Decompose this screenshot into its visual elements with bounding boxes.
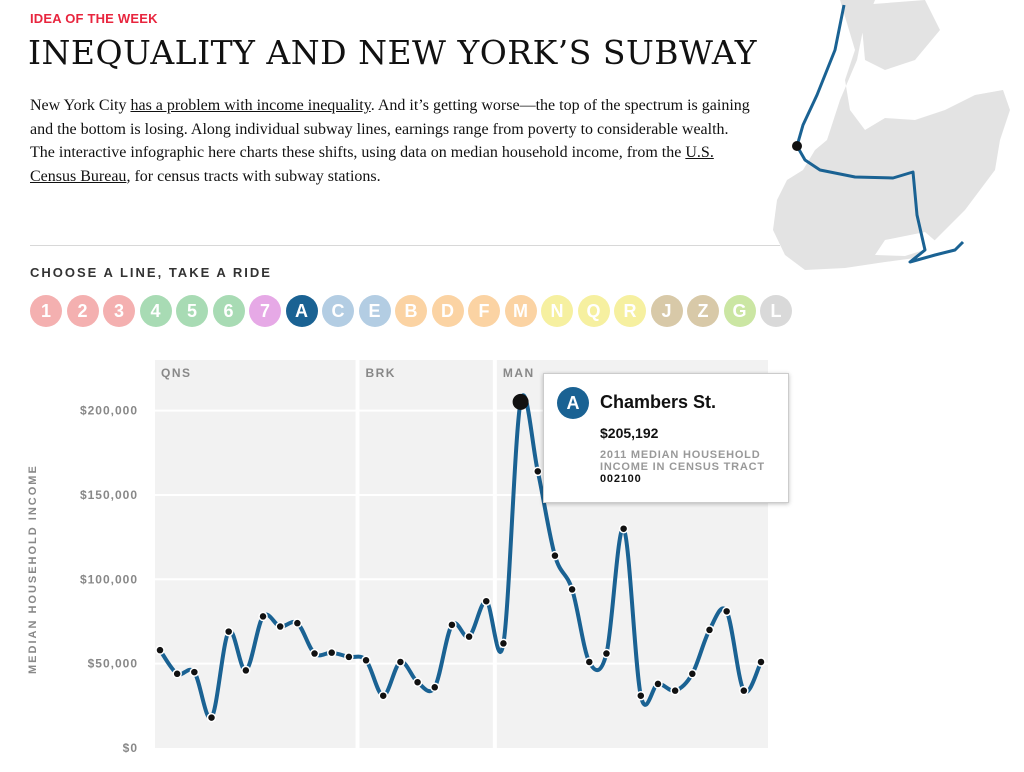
borough-label-brk: BRK (365, 366, 396, 380)
station-point (687, 669, 698, 679)
line-button-r[interactable]: R (614, 295, 646, 327)
station-point (721, 606, 732, 617)
y-tick-label: $0 (123, 741, 138, 755)
borough-label-qns: QNS (161, 366, 192, 380)
line-button-f[interactable]: F (468, 295, 500, 327)
tooltip-desc-text: 2011 MEDIAN HOUSEHOLD INCOME IN CENSUS T… (600, 449, 765, 473)
station-point (326, 647, 337, 658)
station-point (447, 620, 457, 630)
station-point (550, 550, 560, 561)
line-chooser-label: CHOOSE A LINE, TAKE A RIDE (30, 265, 272, 280)
station-point (344, 652, 354, 662)
line-button-l[interactable]: L (760, 295, 792, 327)
station-point (636, 690, 646, 701)
intro-text-2: . And it’s getting worse—the top of the … (30, 97, 750, 161)
line-button-q[interactable]: Q (577, 295, 610, 327)
line-button-m[interactable]: M (504, 295, 537, 327)
line-button-7[interactable]: 7 (249, 295, 281, 327)
line-button-a[interactable]: A (285, 295, 318, 327)
tooltip-income-value: $205,192 (600, 425, 659, 441)
station-point (172, 669, 182, 679)
map-chambers-st-marker (792, 141, 802, 151)
line-button-3[interactable]: 3 (103, 295, 135, 327)
map-bronx (860, 0, 940, 70)
line-button-d[interactable]: D (431, 295, 464, 327)
line-button-4[interactable]: 4 (139, 295, 172, 327)
y-tick-label: $100,000 (80, 572, 138, 586)
station-point (533, 466, 543, 477)
station-tooltip: A Chambers St. $205,192 2011 MEDIAN HOUS… (543, 373, 789, 503)
census-bureau-link[interactable]: U.S. Census Bureau (30, 144, 714, 185)
highlight-station-point (512, 393, 529, 410)
station-point (464, 631, 474, 642)
station-point (601, 648, 612, 659)
station-point (653, 679, 663, 689)
intro-text-1: New York City (30, 97, 131, 114)
line-button-n[interactable]: N (541, 295, 573, 327)
tooltip-description: 2011 MEDIAN HOUSEHOLD INCOME IN CENSUS T… (600, 449, 780, 485)
borough-label-man: MAN (503, 366, 535, 380)
station-point (670, 685, 680, 696)
line-button-b[interactable]: B (395, 295, 427, 327)
kicker: IDEA OF THE WEEK (30, 11, 158, 26)
station-point (241, 665, 251, 676)
line-button-e[interactable]: E (358, 295, 391, 327)
station-point (739, 685, 749, 696)
station-point (206, 712, 217, 723)
map-a-line-route (795, 4, 965, 264)
station-point (189, 667, 200, 677)
page-title: INEQUALITY AND NEW YORK’S SUBWAY (28, 33, 758, 72)
line-button-z[interactable]: Z (687, 295, 719, 327)
station-point (155, 645, 165, 655)
line-button-j[interactable]: J (650, 295, 683, 327)
station-point (275, 621, 285, 632)
inequality-link[interactable]: has a problem with income inequality (130, 97, 371, 114)
station-point (309, 648, 320, 659)
line-button-c[interactable]: C (322, 295, 354, 327)
station-point (258, 611, 268, 622)
line-button-1[interactable]: 1 (30, 295, 62, 327)
station-point (618, 523, 629, 534)
station-point (412, 677, 423, 687)
intro-text-3: , for census tracts with subway stations… (126, 167, 381, 185)
station-point (704, 625, 715, 635)
y-tick-label: $50,000 (88, 657, 138, 671)
station-point (223, 626, 234, 637)
line-button-5[interactable]: 5 (176, 295, 208, 327)
map-landmass (773, 0, 1010, 270)
station-point (395, 657, 406, 667)
tooltip-station-name: Chambers St. (600, 392, 717, 412)
station-point (292, 618, 303, 628)
station-point (567, 584, 577, 595)
y-tick-label: $150,000 (80, 488, 138, 502)
tooltip-line-badge: A (557, 387, 589, 419)
intro-paragraph: New York City has a problem with income … (30, 94, 750, 188)
y-tick-label: $200,000 (80, 404, 138, 418)
station-point (378, 690, 388, 701)
nyc-map (773, 0, 1010, 270)
line-button-2[interactable]: 2 (66, 295, 99, 327)
line-button-g[interactable]: G (723, 295, 756, 327)
y-axis-label: MEDIAN HOUSEHOLD INCOME (27, 464, 39, 674)
section-divider (30, 245, 780, 246)
station-point (498, 638, 509, 649)
station-point (584, 657, 595, 667)
station-point (756, 657, 766, 667)
station-point (361, 655, 371, 666)
station-point (481, 596, 492, 606)
tooltip-tract-id: 002100 (600, 473, 642, 485)
line-button-6[interactable]: 6 (212, 295, 245, 327)
station-point (429, 682, 440, 693)
